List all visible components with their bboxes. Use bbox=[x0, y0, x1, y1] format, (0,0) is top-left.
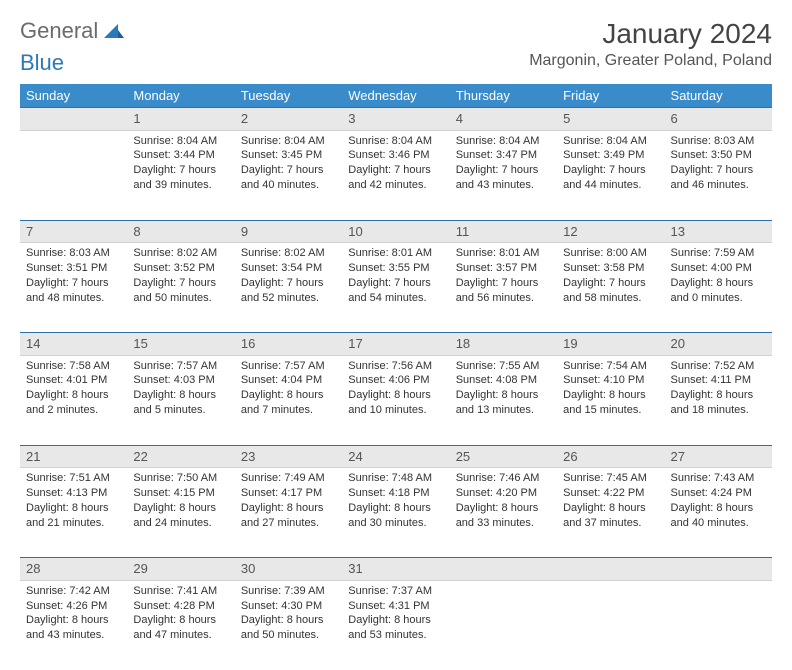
day-detail-cell: Sunrise: 8:01 AMSunset: 3:57 PMDaylight:… bbox=[450, 243, 557, 333]
day-detail-row: Sunrise: 8:03 AMSunset: 3:51 PMDaylight:… bbox=[20, 243, 772, 333]
day-number-cell: 17 bbox=[342, 333, 449, 356]
day-detail-cell: Sunrise: 7:50 AMSunset: 4:15 PMDaylight:… bbox=[127, 468, 234, 558]
day-number-cell: 4 bbox=[450, 108, 557, 131]
day-detail-cell: Sunrise: 7:45 AMSunset: 4:22 PMDaylight:… bbox=[557, 468, 664, 558]
day-number-cell: 31 bbox=[342, 558, 449, 581]
day-detail-cell: Sunrise: 7:54 AMSunset: 4:10 PMDaylight:… bbox=[557, 355, 664, 445]
day-number-cell: 3 bbox=[342, 108, 449, 131]
day-number-cell: 23 bbox=[235, 445, 342, 468]
day-detail-cell: Sunrise: 7:52 AMSunset: 4:11 PMDaylight:… bbox=[665, 355, 772, 445]
day-detail-cell: Sunrise: 7:46 AMSunset: 4:20 PMDaylight:… bbox=[450, 468, 557, 558]
day-detail-cell bbox=[450, 580, 557, 670]
day-header-row: Sunday Monday Tuesday Wednesday Thursday… bbox=[20, 84, 772, 108]
day-detail-cell: Sunrise: 7:55 AMSunset: 4:08 PMDaylight:… bbox=[450, 355, 557, 445]
day-detail-row: Sunrise: 7:58 AMSunset: 4:01 PMDaylight:… bbox=[20, 355, 772, 445]
day-detail-cell: Sunrise: 7:37 AMSunset: 4:31 PMDaylight:… bbox=[342, 580, 449, 670]
day-detail-cell: Sunrise: 8:04 AMSunset: 3:46 PMDaylight:… bbox=[342, 130, 449, 220]
day-number-cell: 20 bbox=[665, 333, 772, 356]
day-number-row: 21222324252627 bbox=[20, 445, 772, 468]
day-detail-cell: Sunrise: 8:03 AMSunset: 3:51 PMDaylight:… bbox=[20, 243, 127, 333]
day-detail-cell: Sunrise: 7:41 AMSunset: 4:28 PMDaylight:… bbox=[127, 580, 234, 670]
day-number-cell: 15 bbox=[127, 333, 234, 356]
day-detail-cell bbox=[665, 580, 772, 670]
day-header: Sunday bbox=[20, 84, 127, 108]
day-number-cell: 10 bbox=[342, 220, 449, 243]
day-number-cell: 24 bbox=[342, 445, 449, 468]
day-detail-cell: Sunrise: 8:04 AMSunset: 3:44 PMDaylight:… bbox=[127, 130, 234, 220]
day-number-cell bbox=[665, 558, 772, 581]
day-detail-cell bbox=[20, 130, 127, 220]
day-detail-cell: Sunrise: 8:04 AMSunset: 3:47 PMDaylight:… bbox=[450, 130, 557, 220]
day-detail-cell: Sunrise: 7:56 AMSunset: 4:06 PMDaylight:… bbox=[342, 355, 449, 445]
day-number-cell: 28 bbox=[20, 558, 127, 581]
logo-word-general: General bbox=[20, 18, 98, 44]
day-number-cell: 16 bbox=[235, 333, 342, 356]
day-header: Wednesday bbox=[342, 84, 449, 108]
day-detail-cell: Sunrise: 7:59 AMSunset: 4:00 PMDaylight:… bbox=[665, 243, 772, 333]
day-number-cell: 11 bbox=[450, 220, 557, 243]
day-number-cell: 9 bbox=[235, 220, 342, 243]
day-detail-cell bbox=[557, 580, 664, 670]
day-detail-row: Sunrise: 8:04 AMSunset: 3:44 PMDaylight:… bbox=[20, 130, 772, 220]
day-detail-cell: Sunrise: 7:57 AMSunset: 4:04 PMDaylight:… bbox=[235, 355, 342, 445]
day-number-cell: 22 bbox=[127, 445, 234, 468]
day-number-cell: 29 bbox=[127, 558, 234, 581]
logo: General bbox=[20, 18, 126, 44]
day-detail-cell: Sunrise: 8:03 AMSunset: 3:50 PMDaylight:… bbox=[665, 130, 772, 220]
day-detail-cell: Sunrise: 7:57 AMSunset: 4:03 PMDaylight:… bbox=[127, 355, 234, 445]
day-detail-cell: Sunrise: 8:00 AMSunset: 3:58 PMDaylight:… bbox=[557, 243, 664, 333]
logo-word-blue: Blue bbox=[20, 50, 64, 75]
day-detail-cell: Sunrise: 8:04 AMSunset: 3:49 PMDaylight:… bbox=[557, 130, 664, 220]
location: Margonin, Greater Poland, Poland bbox=[529, 52, 772, 70]
day-detail-cell: Sunrise: 7:42 AMSunset: 4:26 PMDaylight:… bbox=[20, 580, 127, 670]
day-number-cell: 30 bbox=[235, 558, 342, 581]
day-detail-cell: Sunrise: 8:02 AMSunset: 3:54 PMDaylight:… bbox=[235, 243, 342, 333]
day-number-cell: 7 bbox=[20, 220, 127, 243]
day-number-cell: 12 bbox=[557, 220, 664, 243]
day-number-cell bbox=[20, 108, 127, 131]
day-number-cell: 25 bbox=[450, 445, 557, 468]
day-detail-cell: Sunrise: 7:49 AMSunset: 4:17 PMDaylight:… bbox=[235, 468, 342, 558]
day-detail-row: Sunrise: 7:42 AMSunset: 4:26 PMDaylight:… bbox=[20, 580, 772, 670]
day-header: Monday bbox=[127, 84, 234, 108]
day-detail-cell: Sunrise: 7:58 AMSunset: 4:01 PMDaylight:… bbox=[20, 355, 127, 445]
logo-triangle-icon bbox=[104, 18, 124, 44]
day-number-row: 123456 bbox=[20, 108, 772, 131]
day-number-cell: 26 bbox=[557, 445, 664, 468]
day-number-cell: 18 bbox=[450, 333, 557, 356]
day-detail-cell: Sunrise: 8:04 AMSunset: 3:45 PMDaylight:… bbox=[235, 130, 342, 220]
day-header: Saturday bbox=[665, 84, 772, 108]
day-number-cell bbox=[557, 558, 664, 581]
month-title: January 2024 bbox=[529, 18, 772, 50]
day-header: Friday bbox=[557, 84, 664, 108]
header: General January 2024 Margonin, Greater P… bbox=[20, 18, 772, 70]
title-block: January 2024 Margonin, Greater Poland, P… bbox=[529, 18, 772, 70]
day-detail-cell: Sunrise: 7:51 AMSunset: 4:13 PMDaylight:… bbox=[20, 468, 127, 558]
calendar-table: Sunday Monday Tuesday Wednesday Thursday… bbox=[20, 84, 772, 670]
day-number-cell: 8 bbox=[127, 220, 234, 243]
day-number-cell: 2 bbox=[235, 108, 342, 131]
day-header: Thursday bbox=[450, 84, 557, 108]
day-detail-cell: Sunrise: 8:01 AMSunset: 3:55 PMDaylight:… bbox=[342, 243, 449, 333]
day-detail-cell: Sunrise: 7:43 AMSunset: 4:24 PMDaylight:… bbox=[665, 468, 772, 558]
day-number-cell: 27 bbox=[665, 445, 772, 468]
day-number-cell: 14 bbox=[20, 333, 127, 356]
day-detail-cell: Sunrise: 7:48 AMSunset: 4:18 PMDaylight:… bbox=[342, 468, 449, 558]
day-number-row: 78910111213 bbox=[20, 220, 772, 243]
day-header: Tuesday bbox=[235, 84, 342, 108]
day-number-cell bbox=[450, 558, 557, 581]
day-number-cell: 5 bbox=[557, 108, 664, 131]
day-number-row: 14151617181920 bbox=[20, 333, 772, 356]
day-number-cell: 13 bbox=[665, 220, 772, 243]
day-detail-row: Sunrise: 7:51 AMSunset: 4:13 PMDaylight:… bbox=[20, 468, 772, 558]
day-number-cell: 1 bbox=[127, 108, 234, 131]
day-number-row: 28293031 bbox=[20, 558, 772, 581]
day-number-cell: 19 bbox=[557, 333, 664, 356]
day-detail-cell: Sunrise: 8:02 AMSunset: 3:52 PMDaylight:… bbox=[127, 243, 234, 333]
day-number-cell: 6 bbox=[665, 108, 772, 131]
day-number-cell: 21 bbox=[20, 445, 127, 468]
day-detail-cell: Sunrise: 7:39 AMSunset: 4:30 PMDaylight:… bbox=[235, 580, 342, 670]
